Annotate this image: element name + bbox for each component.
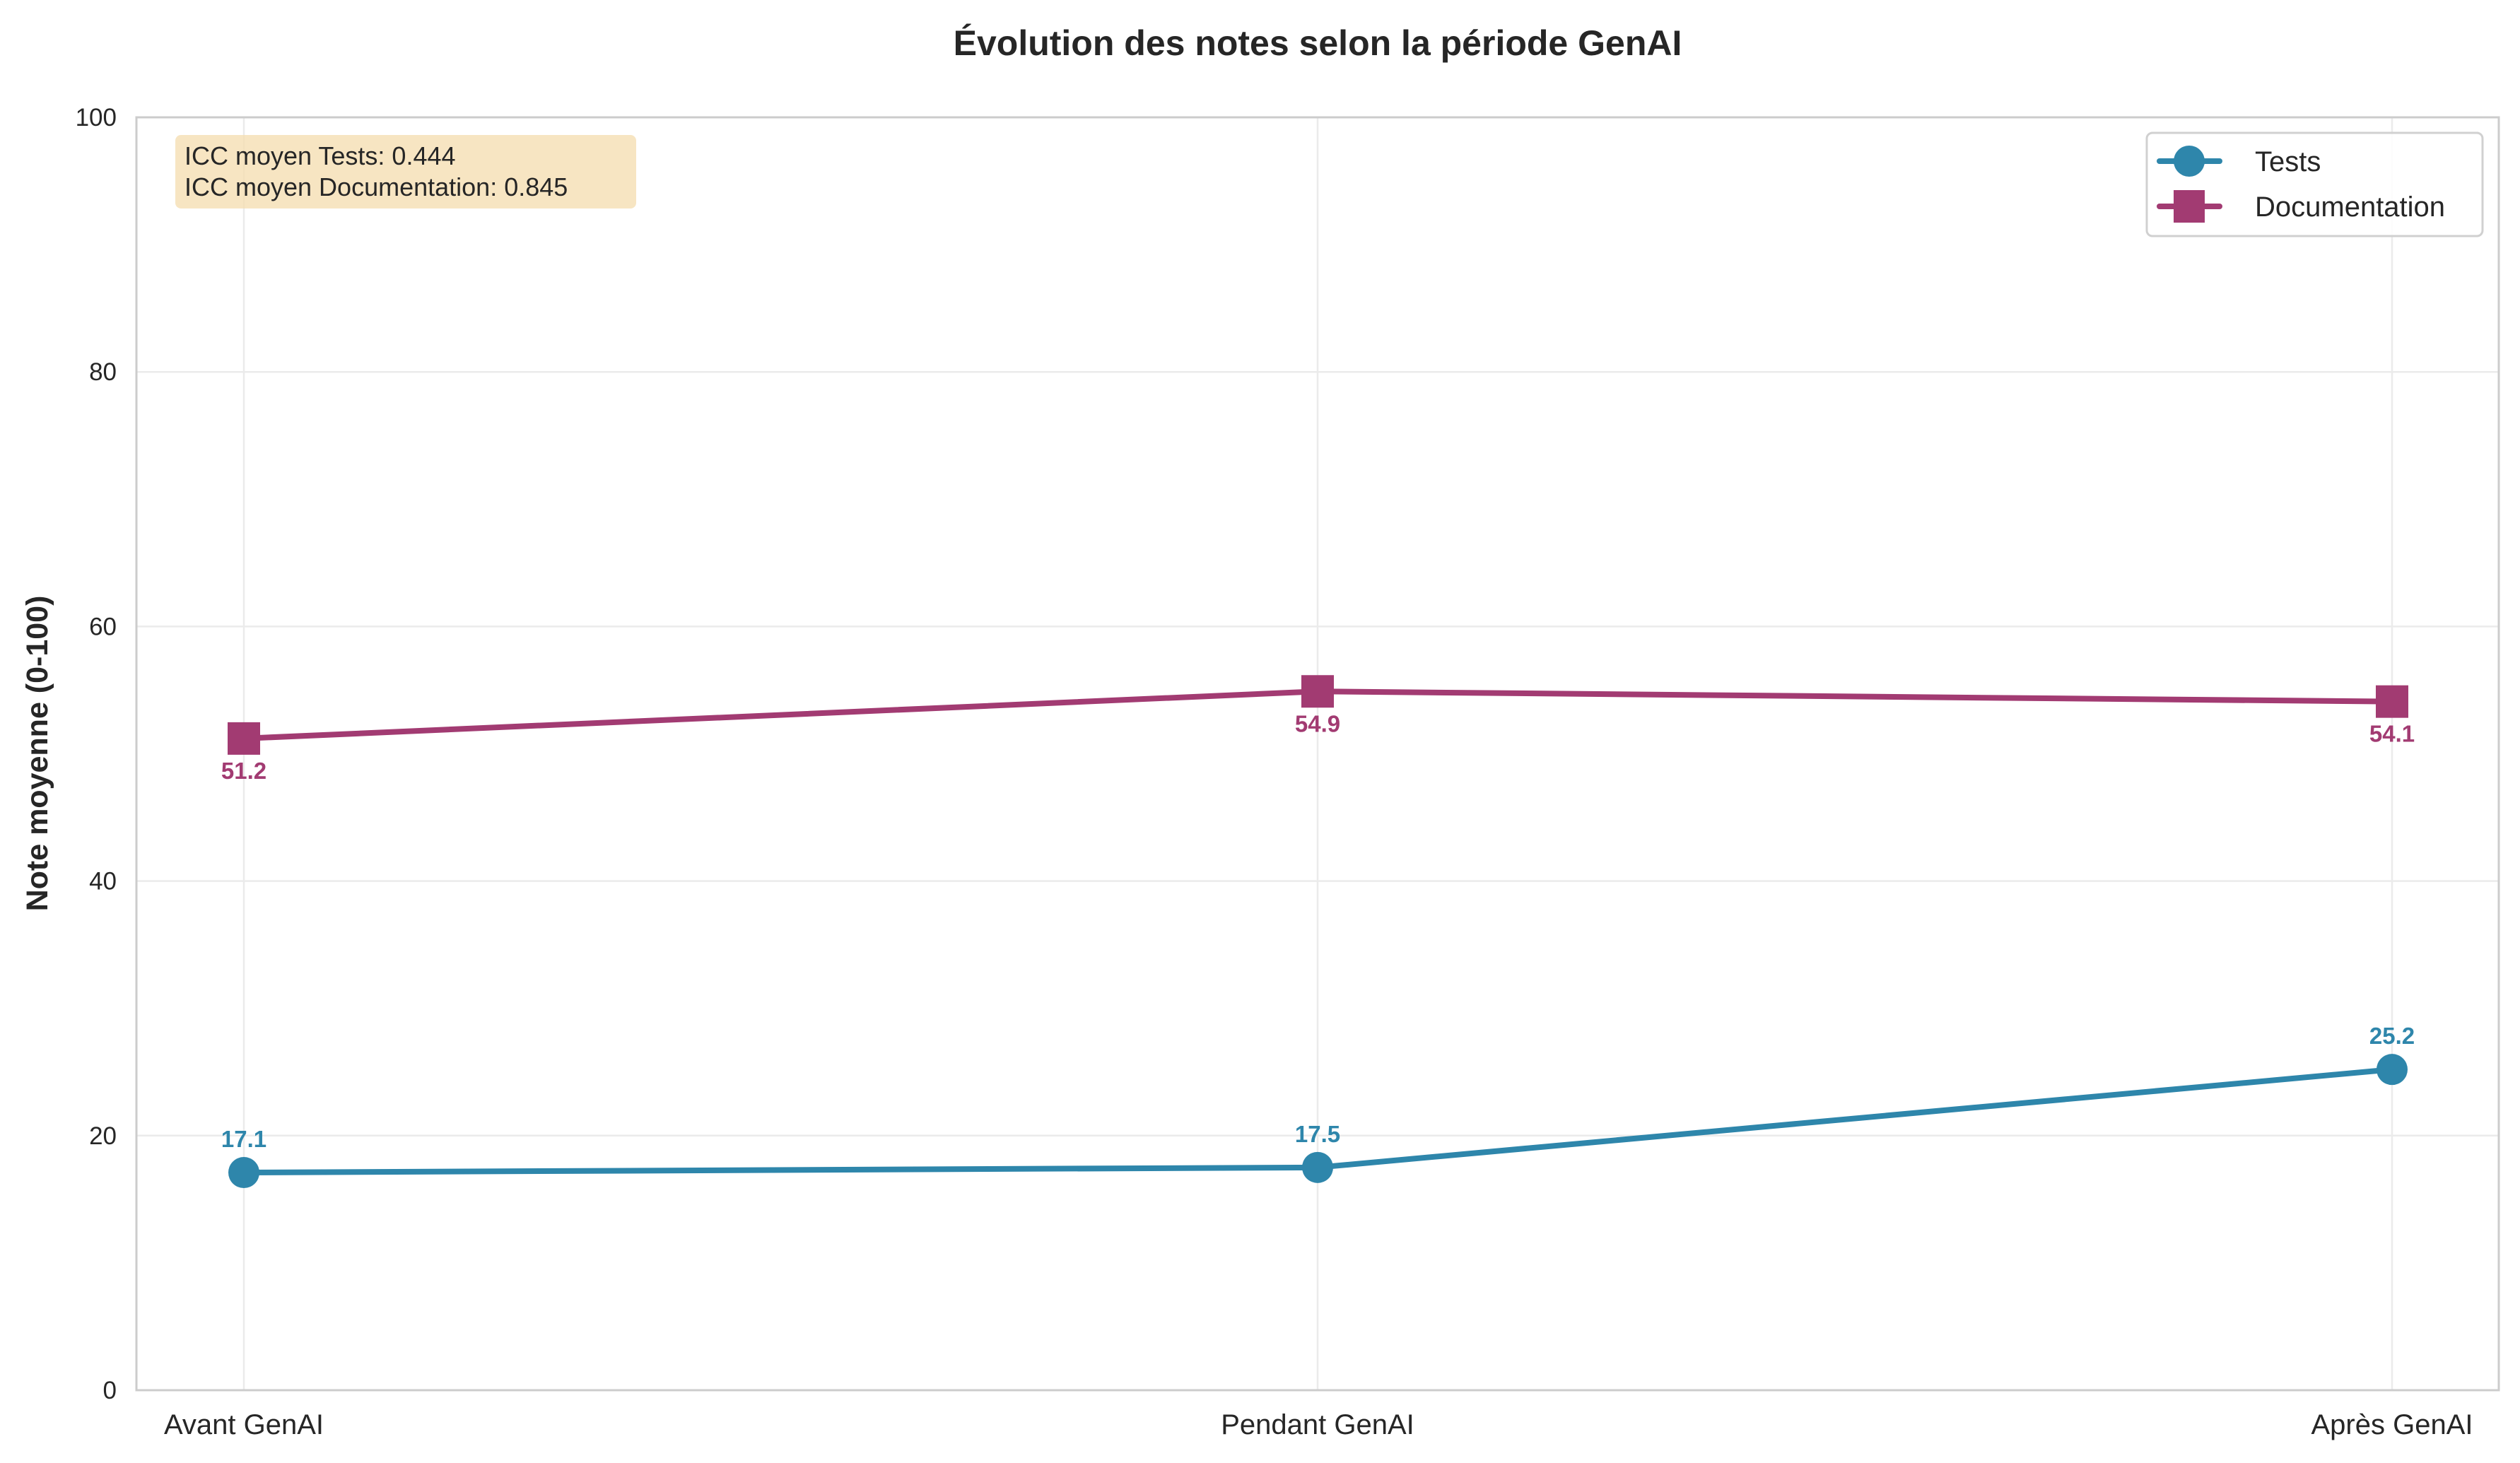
data-value-label: 51.2 bbox=[221, 758, 266, 784]
x-tick-label: Après GenAI bbox=[2311, 1409, 2473, 1440]
x-axis-ticks: Avant GenAI Pendant GenAI Après GenAI bbox=[164, 1409, 2473, 1440]
y-axis-ticks: 0 20 40 60 80 100 bbox=[76, 104, 117, 1404]
legend-item-tests: Tests bbox=[2157, 146, 2321, 177]
data-value-label: 17.1 bbox=[221, 1126, 266, 1152]
icc-annotation-box: ICC moyen Tests: 0.444 ICC moyen Documen… bbox=[175, 135, 636, 208]
data-value-label: 54.1 bbox=[2369, 721, 2415, 747]
y-tick-label: 80 bbox=[89, 358, 117, 386]
x-tick-label: Pendant GenAI bbox=[1221, 1409, 1414, 1440]
x-tick-label: Avant GenAI bbox=[164, 1409, 324, 1440]
y-tick-label: 60 bbox=[89, 613, 117, 640]
y-tick-label: 40 bbox=[89, 868, 117, 895]
legend-item-documentation: Documentation bbox=[2157, 190, 2445, 223]
data-series: 17.1 17.5 25.2 51.2 54.9 54.1 bbox=[221, 675, 2415, 1189]
series-documentation: 51.2 54.9 54.1 bbox=[221, 675, 2415, 784]
gridlines bbox=[136, 117, 2499, 1390]
circle-marker bbox=[228, 1157, 259, 1189]
data-value-label: 54.9 bbox=[1295, 710, 1340, 736]
annotation-line-tests: ICC moyen Tests: 0.444 bbox=[184, 141, 456, 170]
legend-label: Documentation bbox=[2255, 192, 2445, 223]
data-value-label: 17.5 bbox=[1295, 1121, 1340, 1147]
legend-frame bbox=[2145, 131, 2484, 237]
circle-marker bbox=[1302, 1151, 1333, 1183]
y-axis-label: Note moyenne (0-100) bbox=[20, 596, 54, 912]
legend-label: Tests bbox=[2255, 146, 2321, 177]
legend: Tests Documentation bbox=[2145, 131, 2484, 237]
square-marker bbox=[1301, 675, 1334, 708]
annotation-line-documentation: ICC moyen Documentation: 0.845 bbox=[184, 172, 568, 201]
square-marker bbox=[2376, 685, 2408, 718]
square-marker bbox=[228, 722, 260, 755]
y-tick-label: 20 bbox=[89, 1122, 117, 1150]
y-tick-label: 0 bbox=[103, 1377, 117, 1404]
chart-title: Évolution des notes selon la période Gen… bbox=[954, 23, 1682, 63]
circle-marker bbox=[2377, 1054, 2408, 1086]
plot-area-frame bbox=[135, 116, 2500, 1392]
legend-circle-icon bbox=[2174, 146, 2205, 177]
series-tests: 17.1 17.5 25.2 bbox=[221, 1023, 2415, 1189]
y-tick-label: 100 bbox=[76, 104, 117, 131]
data-value-label: 25.2 bbox=[2369, 1023, 2415, 1049]
legend-square-icon bbox=[2174, 190, 2205, 223]
annotation-background bbox=[175, 135, 636, 208]
